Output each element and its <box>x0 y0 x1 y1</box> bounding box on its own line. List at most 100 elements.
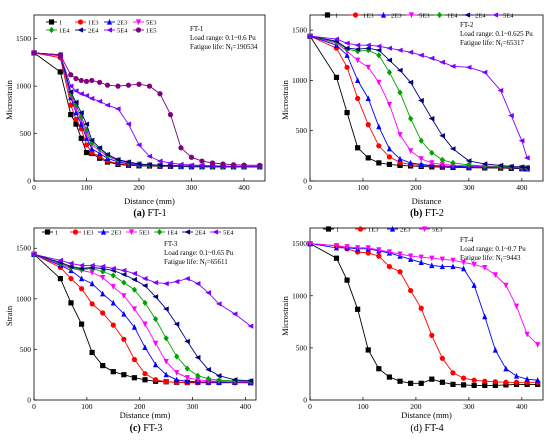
data-point <box>163 379 169 385</box>
data-point <box>100 363 106 369</box>
annotation-specimen: FT-1 <box>190 25 204 33</box>
data-point <box>524 155 530 161</box>
legend: 1 1E3 2E3 5E3 1E4 2E4 5E4 <box>322 11 514 20</box>
data-point <box>333 36 340 42</box>
data-point <box>57 52 63 58</box>
data-point <box>156 158 163 164</box>
series-5E4 <box>306 33 530 161</box>
data-point <box>146 83 153 89</box>
data-point <box>89 139 95 147</box>
data-point <box>83 93 90 99</box>
data-point <box>497 87 504 94</box>
y-axis-label: Microstrain <box>280 295 290 335</box>
data-point <box>439 161 445 168</box>
annotation-fatigue-life: Fatigue life: Nf=190534 <box>190 43 258 53</box>
data-point <box>439 355 445 361</box>
data-point <box>439 256 445 263</box>
x-axis-label: Distance <box>412 196 442 206</box>
data-point <box>449 146 456 152</box>
y-tick-label: 1500 <box>292 239 307 248</box>
data-point <box>396 67 403 73</box>
x-tick-label: 300 <box>187 402 199 411</box>
y-tick-label: 500 <box>296 343 308 352</box>
y-tick-label: 0 <box>303 177 307 186</box>
y-tick-label: 1500 <box>16 34 31 43</box>
data-point <box>131 324 138 330</box>
caption-title: FT-3 <box>141 423 163 434</box>
fatigue-life-label: Fatigue life: N <box>460 254 501 262</box>
data-point <box>174 370 180 376</box>
data-point <box>68 102 74 108</box>
y-tick-label: 1500 <box>16 244 31 253</box>
data-point <box>142 344 148 350</box>
data-point <box>174 376 180 383</box>
x-axis-label: Distance (mm) <box>401 410 452 420</box>
legend: 1 1E3 2E3 5E3 1E4 2E4 5E4 <box>42 228 234 237</box>
fatigue-life-value: =65611 <box>207 258 229 266</box>
data-point <box>513 372 520 379</box>
legend-marker <box>184 229 191 235</box>
data-point <box>439 263 445 270</box>
legend-label: 1E4 <box>59 28 70 35</box>
data-point <box>471 382 477 389</box>
data-point <box>247 323 254 329</box>
data-point <box>195 372 201 379</box>
data-point <box>465 158 472 164</box>
data-point <box>125 159 132 165</box>
data-point <box>67 83 74 89</box>
annotation-specimen: FT-4 <box>460 236 474 244</box>
fatigue-life-label: Fatigue life: N <box>190 43 231 51</box>
data-point <box>535 377 541 383</box>
data-point <box>386 263 393 270</box>
data-point <box>131 306 138 313</box>
annotation-fatigue-life: Fatigue life: Nf=65611 <box>164 258 228 268</box>
legend-label: 1 <box>59 20 62 27</box>
data-point <box>365 347 371 353</box>
x-tick-label: 0 <box>308 183 312 192</box>
data-point <box>163 306 169 312</box>
data-point <box>397 162 403 169</box>
data-point <box>481 161 488 167</box>
annotation-fatigue-life: Fatigue life: Nf=9443 <box>460 254 521 264</box>
legend-marker <box>72 229 79 235</box>
data-point <box>355 48 361 55</box>
data-point <box>152 280 159 286</box>
data-point <box>188 162 195 168</box>
data-point <box>184 338 190 344</box>
data-point <box>503 365 509 372</box>
legend-marker <box>48 19 55 25</box>
data-point <box>78 113 84 120</box>
data-point <box>449 63 456 69</box>
legend-marker <box>135 27 142 33</box>
series-2E4 <box>30 251 254 384</box>
y-tick-label: 500 <box>296 126 308 135</box>
data-point <box>97 79 103 85</box>
data-point <box>343 45 350 51</box>
legend-label: 1E3 <box>368 227 378 234</box>
x-tick-label: 300 <box>186 183 198 192</box>
data-point <box>135 161 142 167</box>
legend-marker <box>77 27 84 33</box>
data-point <box>429 262 435 269</box>
data-point <box>115 83 121 89</box>
data-point <box>376 79 382 86</box>
legend-marker <box>128 229 135 236</box>
data-point <box>163 335 169 342</box>
legend-marker <box>135 19 142 26</box>
x-tick-label: 300 <box>463 183 475 192</box>
annotation-load-range: Load range: 0.1~0.7 Pu <box>460 245 526 253</box>
data-point <box>83 142 90 148</box>
data-point <box>125 121 132 127</box>
data-point <box>450 263 456 270</box>
data-point <box>344 109 350 116</box>
x-tick-label: 400 <box>240 402 252 411</box>
data-point <box>88 137 95 143</box>
fatigue-life-subscript: f <box>501 259 503 264</box>
legend-label: 1 <box>336 227 339 234</box>
legend-marker <box>325 226 332 232</box>
data-point <box>131 277 138 283</box>
data-point <box>503 379 509 385</box>
data-point <box>365 42 371 48</box>
data-point <box>163 358 169 365</box>
